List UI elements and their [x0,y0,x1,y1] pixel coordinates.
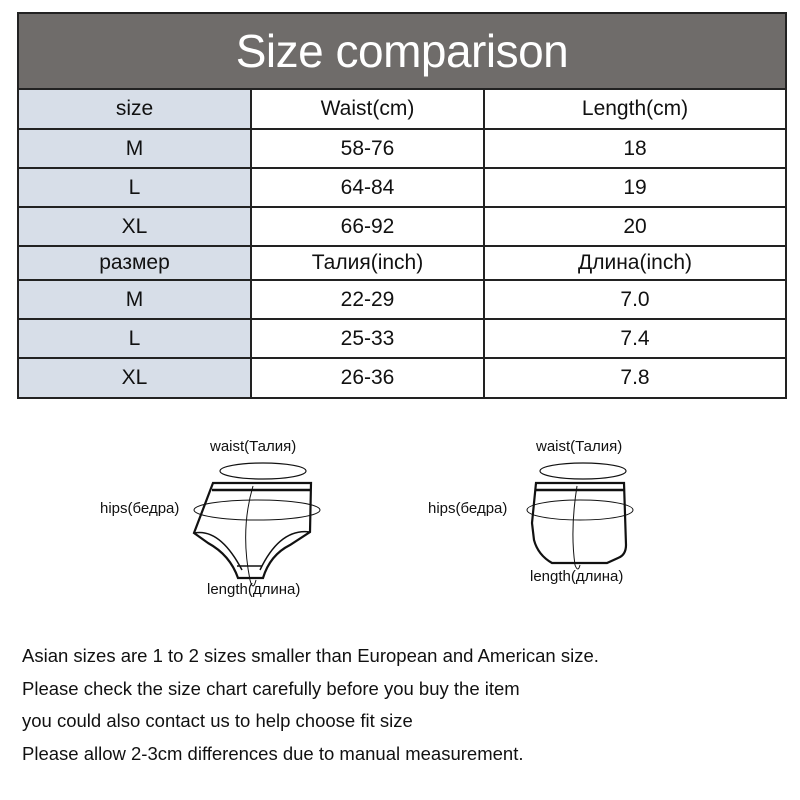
table-row: XL 26-36 7.8 [19,357,785,397]
table-cell: XL [19,357,252,397]
header-cell: Талия(inch) [250,245,485,281]
table-cell: XL [19,206,252,247]
table-cell: M [19,279,252,320]
table-cell: L [19,167,252,208]
header-row-inch: размер Талия(inch) Длина(inch) [19,245,785,281]
header-cell: Waist(cm) [250,90,485,130]
table-cell: 25-33 [250,318,485,359]
note-line: Please check the size chart carefully be… [22,677,520,699]
note-line: Asian sizes are 1 to 2 sizes smaller tha… [22,645,599,666]
table-cell: 22-29 [250,279,485,320]
table-row: M 22-29 7.0 [19,279,785,320]
header-cell: размер [19,245,252,281]
table-cell: 7.0 [483,279,785,320]
chart-title: Size comparison [19,14,785,90]
table-cell: L [19,318,252,359]
boxers-hips-label: hips(бедра) [428,500,508,517]
table-cell: 64-84 [250,167,485,208]
boxers-icon [526,462,634,570]
briefs-waist-label: waist(Талия) [210,438,297,455]
briefs-hips-label: hips(бедра) [100,500,180,517]
table-row: L 64-84 19 [19,167,785,208]
note-line: you could also contact us to help choose… [22,710,413,731]
header-cell: size [19,90,252,130]
table-cell: 26-36 [250,357,485,397]
table-cell: 7.4 [483,318,785,359]
table-row: XL 66-92 20 [19,206,785,247]
briefs-diagram: waist(Талия) hips(бедра) length(длина) [90,420,350,610]
header-row-cm: size Waist(cm) Length(cm) [19,90,785,130]
table-cell: 20 [483,206,785,247]
header-cell: Длина(inch) [483,245,785,281]
note-line: Please allow 2-3cm differences due to ma… [22,742,524,764]
briefs-length-label: length(длина) [207,581,301,598]
table-cell: 19 [483,167,785,208]
table-cell: 18 [483,128,785,169]
boxers-waist-label: waist(Талия) [536,438,623,455]
table-row: M 58-76 18 [19,128,785,169]
briefs-icon [192,462,321,587]
header-cell: Length(cm) [483,90,785,130]
size-notes: Asian sizes are 1 to 2 sizes smaller tha… [22,640,599,770]
boxers-length-label: length(длина) [530,568,624,585]
table-cell: 66-92 [250,206,485,247]
size-table: size Waist(cm) Length(cm) M 58-76 18 L 64-84 19 X… [19,90,785,397]
table-cell: 7.8 [483,357,785,397]
table-row: L 25-33 7.4 [19,318,785,359]
size-chart: Size comparison size Waist(cm) Length(cm) M… [17,12,787,399]
boxers-diagram: waist(Талия) hips(бедра) length(длина) [420,420,680,610]
table-cell: 58-76 [250,128,485,169]
table-cell: M [19,128,252,169]
